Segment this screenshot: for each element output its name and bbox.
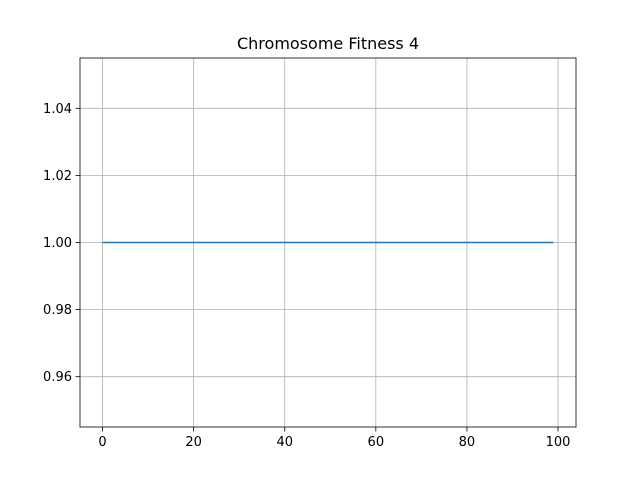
y-tick-label: 1.02 <box>43 169 72 184</box>
x-tick-label: 0 <box>98 435 106 450</box>
x-tick-label: 20 <box>185 435 202 450</box>
x-tick-label: 40 <box>276 435 293 450</box>
x-tick-label: 80 <box>459 435 476 450</box>
y-tick-label: 1.00 <box>43 236 72 251</box>
y-tick-label: 1.04 <box>43 102 72 117</box>
chart-title: Chromosome Fitness 4 <box>237 34 419 53</box>
y-tick-label: 0.96 <box>43 370 72 385</box>
y-tick-label: 0.98 <box>43 303 72 318</box>
ticks-layer: 0 20 40 60 80 100 0.96 0.98 1.00 1.02 1.04 <box>43 102 570 450</box>
x-tick-label: 100 <box>546 435 571 450</box>
x-tick-label: 60 <box>368 435 385 450</box>
